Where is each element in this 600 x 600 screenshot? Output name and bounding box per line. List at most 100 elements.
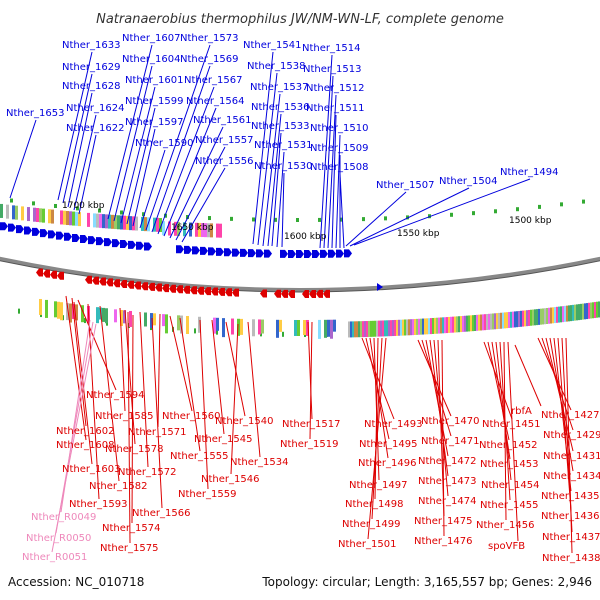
cog-feature-block <box>446 317 448 334</box>
forward-gene-arrow <box>232 248 240 257</box>
cog-feature-block <box>478 314 480 331</box>
gene-label: Nther_1504 <box>439 176 497 187</box>
gene-label: Nther_1602 <box>56 426 114 437</box>
leader-line <box>339 173 345 249</box>
gene-labels: Nther_1653 Nther_1633 Nther_1629 Nther_1628… <box>6 33 600 564</box>
leader-line <box>127 311 131 544</box>
reverse-gene-arrow <box>302 289 309 298</box>
gene-label: Nther_1496 <box>358 458 416 469</box>
cog-feature-block <box>544 308 546 325</box>
cog-feature-block <box>114 309 117 323</box>
reverse-gene-arrow <box>106 278 113 287</box>
leader-line <box>327 94 337 249</box>
forward-gene-arrow <box>72 233 80 242</box>
cog-feature-block <box>392 320 394 337</box>
cog-feature-block <box>546 307 548 324</box>
cog-feature-block <box>207 223 210 238</box>
leader-line <box>345 191 407 247</box>
scale-tick <box>384 216 387 221</box>
cog-feature-block <box>508 311 510 328</box>
cog-feature-block <box>488 313 490 330</box>
gene-label: Nther_1434 <box>543 471 600 482</box>
cog-feature-block <box>576 304 578 321</box>
cog-feature-block <box>476 314 478 331</box>
leader-line <box>331 114 337 249</box>
cog-feature-block <box>504 312 506 329</box>
gene-label: Nther_1519 <box>280 439 338 450</box>
leader-line <box>417 339 452 417</box>
cog-feature-block <box>144 312 147 327</box>
gene-label: Nther_1575 <box>100 543 158 554</box>
cog-feature-block <box>522 310 524 327</box>
cog-feature-block <box>231 318 234 335</box>
gene-label: Nther_1537 <box>250 82 308 93</box>
leader-line <box>139 311 149 468</box>
scale-tick <box>186 214 189 219</box>
scale-tick <box>450 212 453 217</box>
leader-line <box>163 107 217 237</box>
leader-line <box>271 132 282 247</box>
cog-feature-block <box>368 320 370 337</box>
reverse-gene-arrow <box>316 289 323 298</box>
cog-feature-block <box>183 222 186 237</box>
scale-tick <box>340 217 343 222</box>
forward-gene-arrow <box>264 249 272 258</box>
cog-feature-block <box>458 316 460 333</box>
leader-line <box>73 114 97 211</box>
cog-feature-block <box>436 317 438 334</box>
cog-feature-block <box>460 316 462 333</box>
cog-feature-block <box>276 319 279 338</box>
gene-label: Nther_1494 <box>500 167 558 178</box>
cog-feature-block <box>434 317 436 334</box>
gene-label: spoVFB <box>488 541 525 552</box>
cog-feature-block <box>186 315 189 334</box>
forward-gene-arrow <box>344 249 352 258</box>
scale-tick <box>274 217 277 222</box>
cog-feature-block <box>198 222 201 237</box>
cog-feature-block <box>96 307 99 324</box>
cog-feature-block <box>596 301 598 318</box>
leader-line <box>157 86 215 235</box>
gene-label: Nther_1578 <box>105 444 163 455</box>
label-leader-lines <box>9 44 574 554</box>
leader-line <box>113 65 153 222</box>
cog-feature-block <box>422 318 424 335</box>
cog-feature-block <box>594 301 596 318</box>
leader-line <box>374 337 379 500</box>
cog-feature-block <box>279 319 282 332</box>
cog-feature-block <box>566 305 568 322</box>
gene-label: Nther_1538 <box>247 61 305 72</box>
reverse-gene-arrow <box>309 289 316 298</box>
cog-feature-block <box>380 320 382 337</box>
gene-label: Nther_1585 <box>95 411 153 422</box>
cog-feature-block <box>57 301 60 319</box>
cog-feature-block <box>60 210 63 225</box>
leader-line <box>67 92 93 208</box>
gene-label: Nther_1597 <box>125 117 183 128</box>
leader-line <box>99 305 120 482</box>
forward-gene-arrow <box>240 248 248 257</box>
cog-feature-block <box>129 216 132 231</box>
scale-tick <box>216 329 218 335</box>
scale-tick <box>120 210 123 215</box>
reverse-gene-arrow <box>113 279 120 288</box>
cog-feature-block <box>534 309 536 326</box>
cog-feature-block <box>177 221 180 236</box>
gene-label: Nther_1453 <box>480 459 538 470</box>
gene-label: Nther_1622 <box>66 123 124 134</box>
gene-label: Nther_1590 <box>135 138 193 149</box>
cog-feature-block <box>66 303 69 321</box>
cog-feature-block <box>432 317 434 334</box>
leader-line <box>179 317 201 452</box>
cog-feature-block <box>105 214 108 229</box>
forward-gene-arrow <box>176 245 184 254</box>
genome-backbone <box>0 256 600 292</box>
cog-feature-block <box>366 320 368 337</box>
cog-feature-block <box>586 303 588 320</box>
leader-line <box>557 337 572 512</box>
scale-tick <box>164 213 167 218</box>
leader-line <box>199 319 209 490</box>
cog-feature-block <box>378 320 380 337</box>
cog-feature-block <box>33 207 36 222</box>
